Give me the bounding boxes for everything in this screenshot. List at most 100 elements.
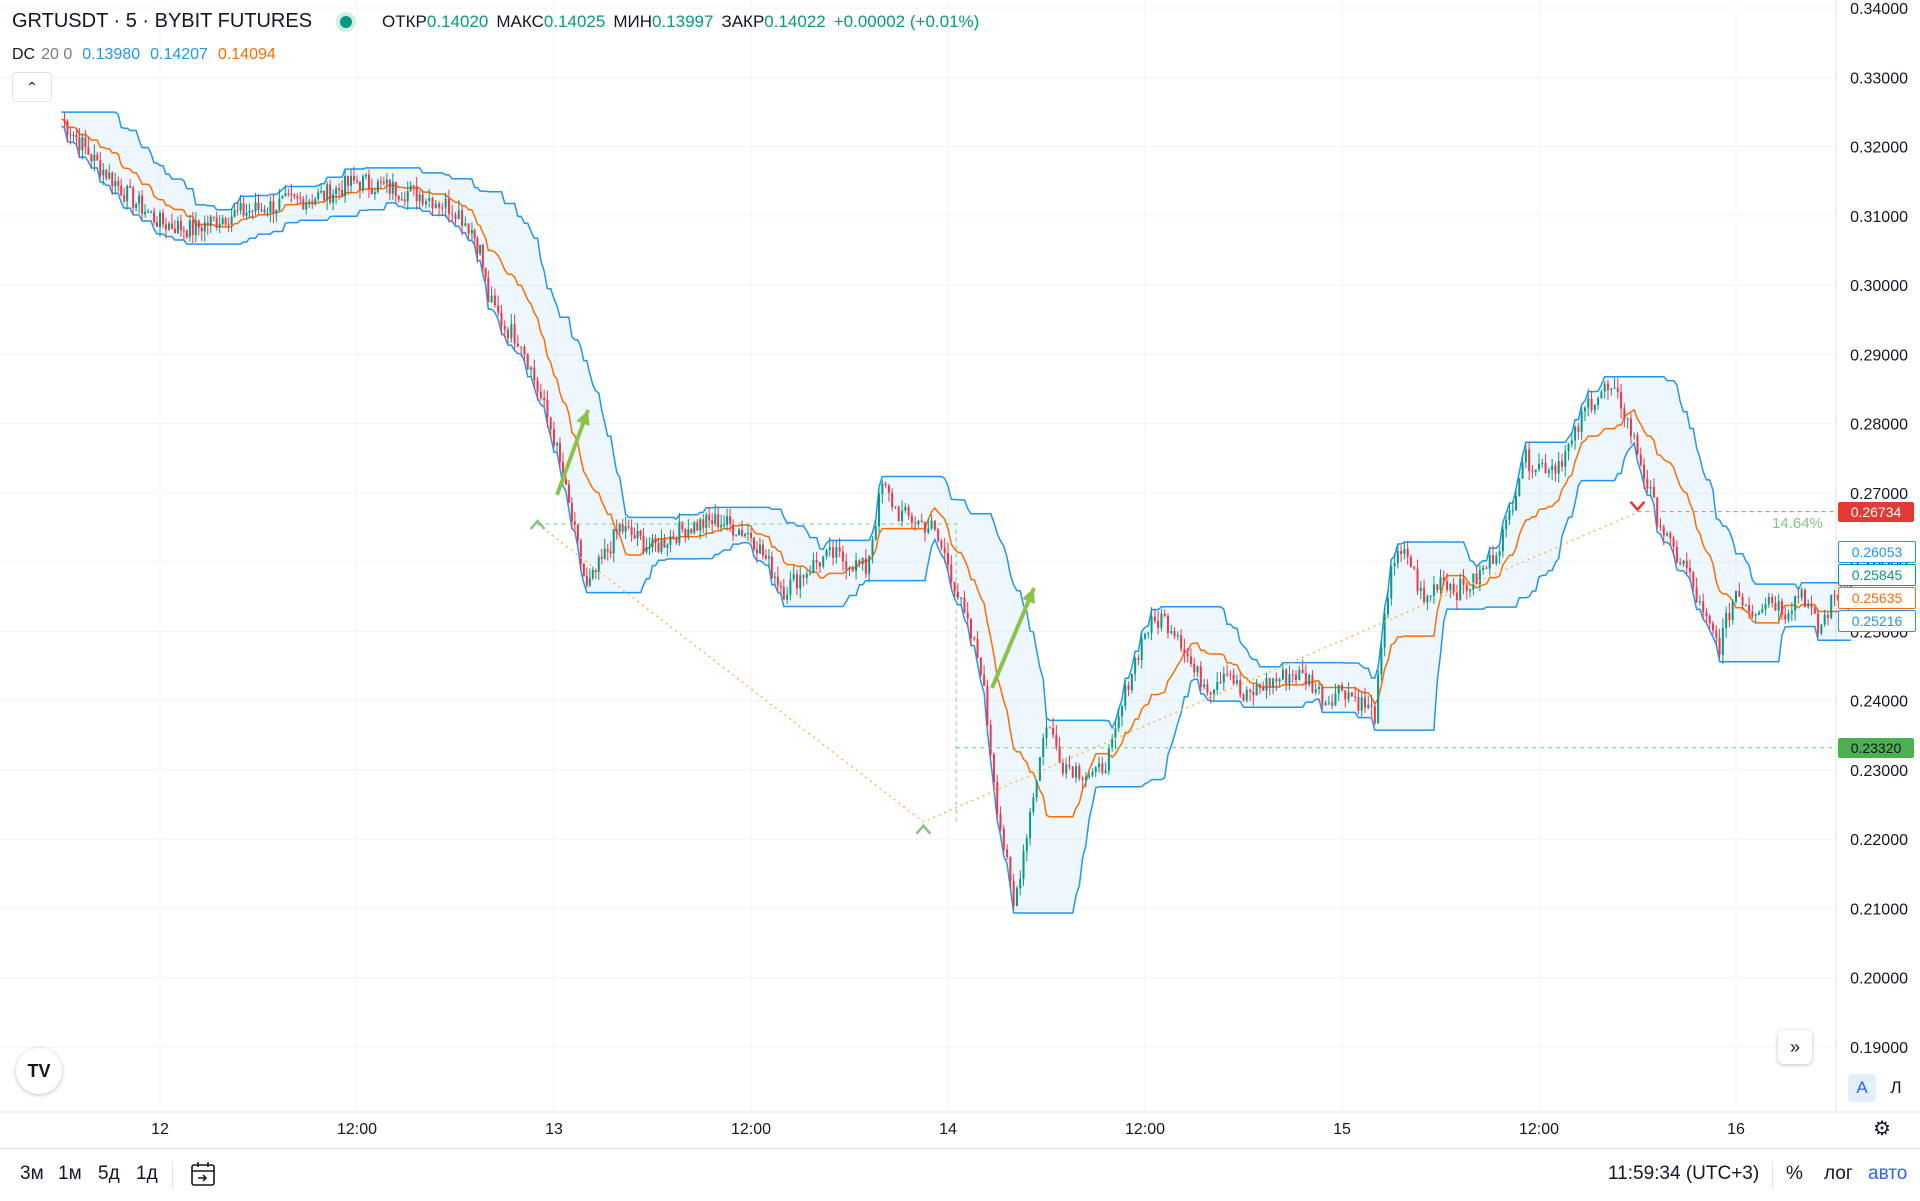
candle-body bbox=[828, 547, 831, 550]
log-scale-button[interactable]: Л bbox=[1890, 1078, 1902, 1097]
candle-body bbox=[627, 526, 630, 528]
candle-body bbox=[1140, 638, 1143, 660]
candle-body bbox=[1393, 563, 1396, 567]
tradingview-logo-icon[interactable]: TV bbox=[16, 1048, 62, 1094]
candle-body bbox=[1012, 881, 1015, 907]
range-3m-button[interactable]: 3м bbox=[20, 1163, 44, 1184]
candle-body bbox=[920, 520, 923, 522]
candle-body bbox=[1337, 684, 1340, 694]
candle-body bbox=[1616, 387, 1619, 392]
candle-body bbox=[1574, 426, 1577, 441]
candle-body bbox=[1771, 597, 1774, 603]
candle-body bbox=[558, 443, 561, 462]
candle-body bbox=[741, 529, 744, 536]
candle-body bbox=[305, 202, 308, 210]
candle-body bbox=[1777, 601, 1780, 611]
percent-annotation: 14.64% bbox=[1772, 515, 1823, 532]
candle-body bbox=[1600, 391, 1603, 399]
candle-body bbox=[191, 220, 194, 236]
candle-body bbox=[147, 211, 150, 213]
candle-body bbox=[1731, 601, 1734, 621]
candle-body bbox=[1354, 696, 1357, 698]
candle-body bbox=[1593, 404, 1596, 411]
candle-body bbox=[789, 579, 792, 595]
candle-body bbox=[1836, 596, 1839, 598]
candle-body bbox=[1662, 527, 1665, 536]
log-scale-toggle[interactable]: лог bbox=[1824, 1163, 1853, 1184]
indicator-legend[interactable]: DC 20 0 0.13980 0.14207 0.14094 bbox=[12, 46, 286, 64]
auto-scale-button[interactable]: A bbox=[1848, 1074, 1876, 1102]
candle-body bbox=[1429, 595, 1432, 597]
candle-body bbox=[1101, 763, 1104, 773]
candle-body bbox=[1518, 478, 1521, 496]
candle-body bbox=[663, 538, 666, 548]
auto-scale-toggle[interactable]: авто bbox=[1868, 1163, 1908, 1184]
candle-body bbox=[1006, 849, 1009, 857]
candle-body bbox=[894, 506, 897, 508]
candle-body bbox=[612, 529, 615, 554]
range-5d-button[interactable]: 5д bbox=[98, 1163, 120, 1184]
candle-body bbox=[992, 754, 995, 783]
indicator-name: DC bbox=[12, 46, 36, 63]
candle-body bbox=[1107, 747, 1110, 771]
time-axis: 12 12:00 13 12:00 14 12:00 15 12:00 16 bbox=[0, 0, 1920, 1138]
candle-body bbox=[917, 520, 920, 524]
candle-body bbox=[1288, 674, 1291, 684]
candle-body bbox=[573, 521, 576, 525]
candle-body bbox=[63, 119, 66, 122]
percent-scale-toggle[interactable]: % bbox=[1786, 1163, 1803, 1184]
candle-body bbox=[81, 137, 84, 151]
candle-body bbox=[1147, 632, 1150, 635]
clock-timezone[interactable]: 11:59:34 (UTC+3) bbox=[1608, 1163, 1760, 1184]
candle-body bbox=[1469, 589, 1472, 591]
candle-body bbox=[1121, 706, 1124, 717]
candle-body bbox=[838, 547, 841, 552]
y-tick-label: 0.33000 bbox=[1850, 70, 1908, 87]
y-tick-label: 0.19000 bbox=[1850, 1040, 1908, 1057]
collapse-legend-button[interactable]: ⌃ bbox=[12, 72, 52, 102]
symbol-title[interactable]: GRTUSDT · 5 · BYBIT FUTURES bbox=[12, 10, 313, 32]
candle-body bbox=[385, 179, 388, 184]
range-1d-button[interactable]: 1д bbox=[136, 1163, 158, 1184]
range-1m-button[interactable]: 1м bbox=[58, 1163, 82, 1184]
candle-body bbox=[120, 185, 123, 196]
candle-body bbox=[114, 181, 117, 187]
candle-body bbox=[215, 217, 218, 228]
candle-body bbox=[726, 516, 729, 525]
candle-body bbox=[1216, 682, 1219, 690]
candle-body bbox=[1488, 555, 1491, 569]
candle-body bbox=[441, 207, 444, 209]
candle-body bbox=[1048, 727, 1051, 729]
candle-body bbox=[1515, 495, 1518, 511]
candle-body bbox=[1052, 727, 1055, 735]
candle-body bbox=[481, 245, 484, 268]
candle-body bbox=[943, 547, 946, 553]
candle-body bbox=[841, 551, 844, 562]
candle-body bbox=[1751, 611, 1754, 616]
candle-body bbox=[1452, 583, 1455, 593]
candle-body bbox=[564, 479, 567, 485]
candle-body bbox=[966, 612, 969, 619]
candle-body bbox=[96, 154, 99, 161]
candle-body bbox=[1564, 451, 1567, 467]
calendar-goto-icon[interactable] bbox=[190, 1161, 216, 1187]
candle-body bbox=[782, 587, 785, 600]
candle-body bbox=[976, 639, 979, 658]
settings-gear-icon[interactable]: ⚙ bbox=[1873, 1117, 1891, 1140]
scroll-to-realtime-button[interactable]: » bbox=[1778, 1030, 1812, 1064]
candle-body bbox=[1068, 764, 1071, 767]
candle-body bbox=[657, 543, 660, 552]
candle-body bbox=[914, 522, 917, 524]
exit-chevron-down bbox=[1629, 500, 1646, 512]
candle-body bbox=[1728, 612, 1731, 621]
candle-body bbox=[105, 169, 108, 179]
change-value: +0.00002 (+0.01%) bbox=[833, 11, 980, 31]
candle-body bbox=[1173, 631, 1176, 637]
up-arrow-2-head bbox=[1022, 588, 1035, 604]
candle-body bbox=[579, 540, 582, 564]
candle-body bbox=[702, 519, 705, 528]
candle-body bbox=[1462, 578, 1465, 585]
candle-body bbox=[1833, 595, 1836, 597]
candle-body bbox=[927, 528, 930, 533]
